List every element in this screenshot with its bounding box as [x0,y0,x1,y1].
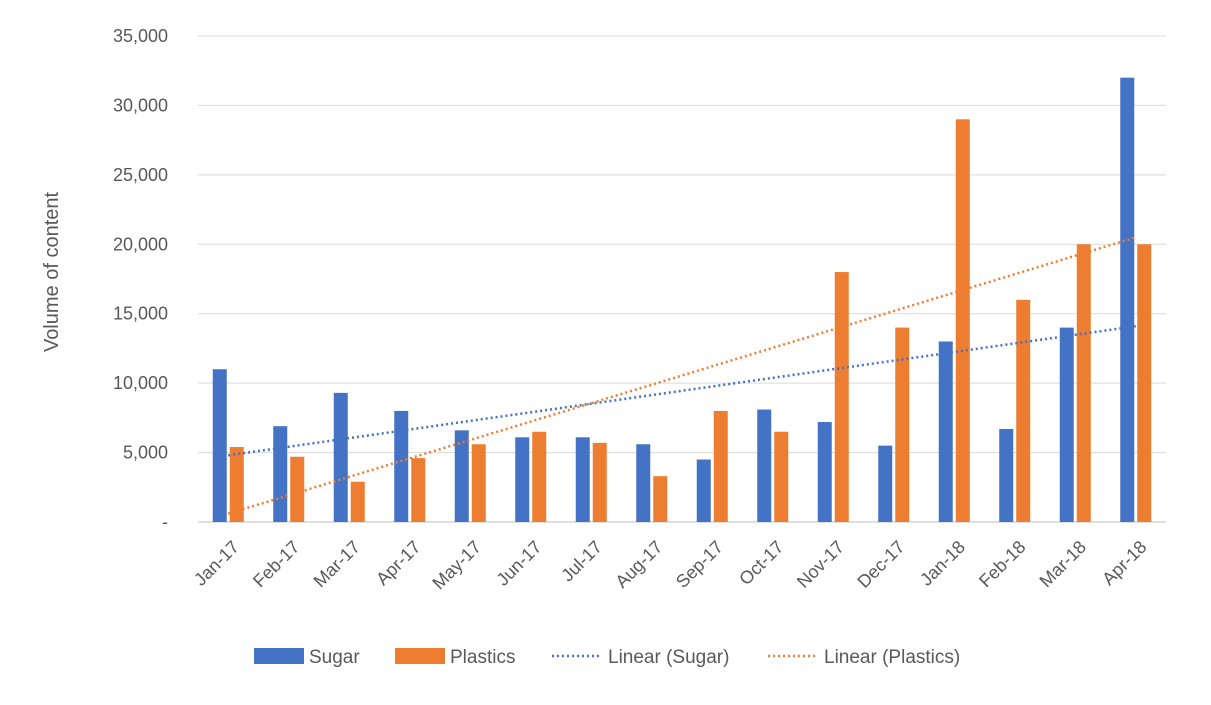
x-tick-label: Sep-17 [672,537,727,592]
y-axis-title: Volume of content [41,192,63,353]
bar-plastics-apr-17 [411,458,426,522]
bar-sugar-may-17 [454,430,469,522]
x-tick-label: Oct-17 [735,537,787,589]
y-axis: - 5,000 10,000 15,000 20,000 25,000 30,000 35,0… [113,26,168,532]
bar-plastics-oct-17 [774,431,789,522]
y-tick-label: 20,000 [113,234,168,254]
bar-plastics-jun-17 [532,431,547,522]
y-tick-label: 35,000 [113,26,168,46]
x-tick-label: Jan-17 [190,537,243,590]
bar-sugar-mar-18 [1059,327,1074,522]
bar-sugar-aug-17 [636,444,651,522]
bar-sugar-oct-17 [757,409,772,522]
x-tick-label: Aug-17 [611,537,666,592]
bar-marks [212,77,1152,523]
legend-swatch-sugar [254,648,304,664]
bar-sugar-sep-17 [696,459,711,522]
bar-plastics-may-17 [471,444,486,522]
bar-plastics-feb-18 [1016,299,1031,522]
x-tick-label: Jun-17 [493,537,546,590]
y-tick-label: 15,000 [113,304,168,324]
x-tick-label: Apr-17 [372,537,424,589]
trendline-plastics [227,236,1137,515]
y-tick-label: 5,000 [123,443,168,463]
x-tick-label: Mar-18 [1036,537,1090,591]
x-tick-label: Feb-17 [249,537,303,591]
x-tick-label: Jul-17 [557,537,606,586]
y-tick-label: 30,000 [113,95,168,115]
bar-sugar-apr-17 [394,410,409,522]
bar-sugar-apr-18 [1120,77,1135,523]
x-tick-label: Feb-18 [975,537,1029,591]
bar-plastics-jan-17 [229,447,244,522]
bar-plastics-mar-18 [1076,244,1091,523]
bar-sugar-jun-17 [515,437,530,522]
bar-sugar-nov-17 [817,422,832,522]
legend-label-linear-sugar: Linear (Sugar) [608,647,729,668]
legend-label-linear-plastics: Linear (Plastics) [824,647,960,668]
bar-plastics-dec-17 [895,327,910,522]
y-tick-label: 10,000 [113,373,168,393]
legend: Sugar Plastics Linear (Sugar) Linear (Plast… [254,647,960,668]
legend-swatch-plastics [395,648,445,664]
bar-sugar-feb-18 [999,428,1014,522]
x-tick-label: Dec-17 [853,537,908,592]
bar-plastics-mar-17 [350,481,365,522]
x-tick-label: May-17 [428,537,485,594]
y-tick-label: - [162,512,168,532]
gridlines [198,35,1166,523]
bar-plastics-aug-17 [653,476,668,522]
bar-plastics-jul-17 [592,442,607,522]
bar-sugar-dec-17 [878,445,893,522]
bar-plastics-feb-17 [290,456,305,522]
bar-sugar-jan-18 [938,341,953,522]
x-tick-label: Mar-17 [310,537,364,591]
y-tick-label: 25,000 [113,165,168,185]
bar-sugar-mar-17 [333,392,348,522]
x-axis: Jan-17 Feb-17 Mar-17 Apr-17 May-17 Jun-17 Jul-… [190,537,1151,594]
bar-plastics-jan-18 [955,119,970,523]
legend-label-plastics: Plastics [450,647,515,668]
x-tick-label: Jan-18 [916,537,969,590]
bar-sugar-feb-17 [273,426,288,522]
x-tick-label: Apr-18 [1098,537,1150,589]
trendlines [227,236,1137,515]
x-tick-label: Nov-17 [793,537,848,592]
bar-plastics-apr-18 [1137,244,1152,523]
legend-label-sugar: Sugar [309,647,360,668]
bar-sugar-jan-17 [212,369,227,522]
bar-sugar-jul-17 [575,437,590,522]
bar-plastics-nov-17 [834,272,849,522]
bar-plastics-sep-17 [713,410,728,522]
